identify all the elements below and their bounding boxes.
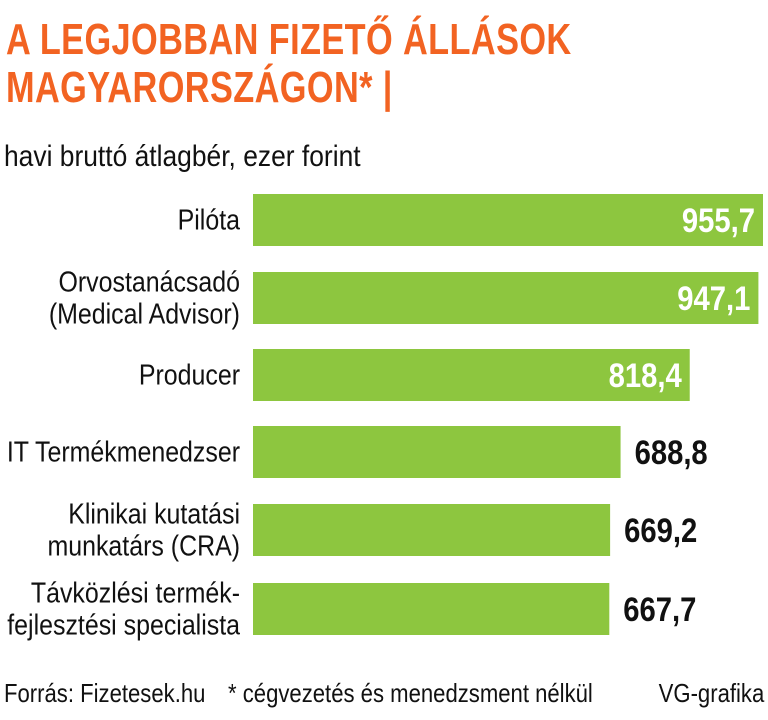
value-label: 947,1 bbox=[677, 279, 750, 318]
bar bbox=[253, 194, 763, 246]
value-label: 818,4 bbox=[609, 356, 682, 395]
value-label: 667,7 bbox=[623, 590, 696, 629]
chart-title-line-1: A LEGJOBBAN FIZETŐ ÁLLÁSOK bbox=[6, 15, 572, 64]
category-label: Pilóta bbox=[178, 204, 241, 236]
category-label: fejlesztési specialista bbox=[7, 609, 241, 641]
value-label: 669,2 bbox=[624, 511, 697, 550]
category-label: IT Termékmenedzser bbox=[7, 436, 240, 468]
value-label: 688,8 bbox=[635, 433, 708, 472]
bar bbox=[253, 349, 690, 401]
category-label: munkatárs (CRA) bbox=[47, 530, 240, 562]
bar bbox=[253, 426, 621, 478]
value-label: 955,7 bbox=[682, 201, 755, 240]
bar bbox=[253, 272, 759, 324]
footnote: * cégvezetés és menedzsment nélkül bbox=[228, 678, 593, 708]
category-label: (Medical Advisor) bbox=[49, 298, 240, 330]
category-label: Producer bbox=[139, 359, 240, 391]
bar bbox=[253, 583, 610, 635]
category-label: Klinikai kutatási bbox=[68, 498, 240, 530]
chart-title-line-2: MAGYARORSZÁGON* | bbox=[6, 63, 393, 112]
bar bbox=[253, 504, 611, 556]
graphic-credit: VG-grafika bbox=[658, 678, 764, 708]
footer: Forrás: Fizetesek.hu * cégvezetés és men… bbox=[0, 672, 768, 712]
category-label: Orvostanácsadó bbox=[58, 266, 240, 298]
category-label: Távközlési termék- bbox=[31, 577, 240, 609]
chart-subtitle: havi bruttó átlagbér, ezer forint bbox=[4, 140, 361, 173]
source-note: Forrás: Fizetesek.hu bbox=[4, 678, 206, 708]
chart-title: A LEGJOBBAN FIZETŐ ÁLLÁSOK MAGYARORSZÁGO… bbox=[6, 16, 596, 112]
